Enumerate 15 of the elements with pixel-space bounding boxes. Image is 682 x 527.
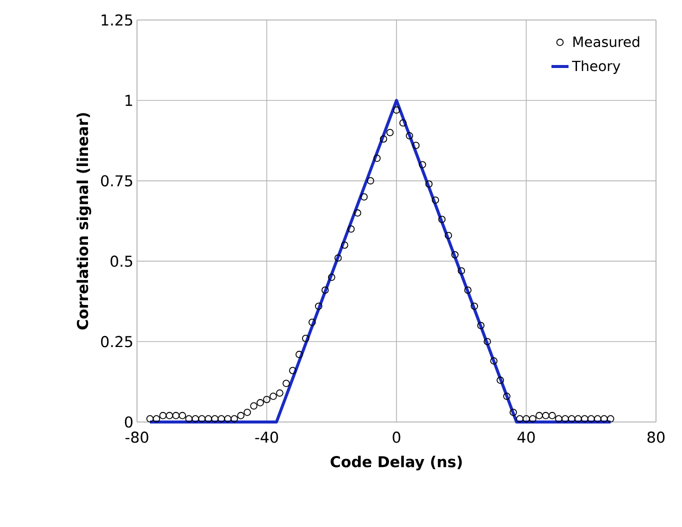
x-axis-title: Code Delay (ns) <box>330 456 462 470</box>
x-tick-label: 80 <box>647 432 665 443</box>
y-tick-label: 0.5 <box>110 256 132 267</box>
legend-label: Theory <box>572 60 620 74</box>
y-tick-label: 0.25 <box>101 336 132 348</box>
y-axis-title: Correlation signal (linear) <box>76 113 92 330</box>
y-tick-label: 1 <box>126 94 132 106</box>
x-tick-label: -80 <box>125 432 148 443</box>
y-tick-label: 1.25 <box>102 14 132 26</box>
y-tick-label: 0.75 <box>101 175 132 186</box>
x-tick-label: -40 <box>255 432 278 443</box>
legend-label: Measured <box>573 36 640 48</box>
x-tick-label: 40 <box>517 432 535 443</box>
y-tick-label: 0 <box>124 416 132 428</box>
x-tick-label: 0 <box>392 432 400 443</box>
